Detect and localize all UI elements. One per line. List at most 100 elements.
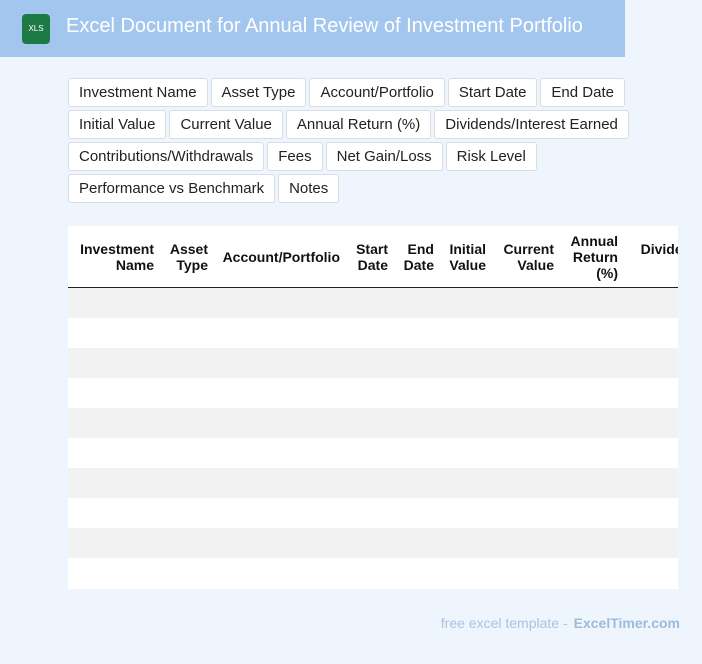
table-cell [440, 468, 492, 498]
table-cell [394, 378, 440, 408]
table-cell [394, 438, 440, 468]
table-cell [346, 468, 394, 498]
table-cell [68, 378, 160, 408]
field-tag: End Date [540, 78, 625, 107]
table-cell [440, 408, 492, 438]
header-row: Investment Name Asset Type Account/Portfol… [68, 226, 678, 288]
table-cell [394, 468, 440, 498]
table-cell [346, 438, 394, 468]
table-cell [68, 348, 160, 378]
table-cell [492, 408, 560, 438]
file-icon: XLS [22, 14, 50, 44]
table-row [68, 498, 678, 528]
table-row [68, 287, 678, 318]
field-tag: Notes [278, 174, 340, 203]
table-cell [560, 468, 624, 498]
table-cell [346, 408, 394, 438]
table-cell [346, 348, 394, 378]
table-cell [624, 438, 678, 468]
table-cell [492, 378, 560, 408]
table-cell [624, 468, 678, 498]
table-cell [560, 438, 624, 468]
table-cell [440, 528, 492, 558]
table-row [68, 438, 678, 468]
table-cell [560, 287, 624, 318]
table-cell [560, 318, 624, 348]
table-cell [214, 438, 346, 468]
table-cell [492, 287, 560, 318]
column-header: Dividends/Interest Earned [624, 226, 678, 288]
table-cell [394, 318, 440, 348]
table-cell [624, 528, 678, 558]
column-header: End Date [394, 226, 440, 288]
table-cell [560, 528, 624, 558]
table-cell [560, 558, 624, 588]
field-list: Investment Name Asset Type Account/Portfol… [68, 78, 638, 203]
table-cell [346, 318, 394, 348]
table-body [68, 287, 678, 589]
table-cell [214, 287, 346, 318]
table-cell [440, 498, 492, 528]
column-header: Current Value [492, 226, 560, 288]
table-cell [346, 558, 394, 588]
table-cell [492, 558, 560, 588]
field-tag: Performance vs Benchmark [68, 174, 276, 203]
table-cell [214, 408, 346, 438]
table-cell [160, 378, 214, 408]
table-row [68, 348, 678, 378]
column-header: Asset Type [160, 226, 214, 288]
field-tag: Risk Level [445, 142, 537, 171]
table-cell [560, 348, 624, 378]
table-row [68, 408, 678, 438]
table-cell [440, 438, 492, 468]
field-tag: Annual Return (%) [285, 110, 432, 139]
table-cell [160, 468, 214, 498]
header: XLS Excel Document for Annual Review of … [0, 0, 625, 57]
table-cell [68, 287, 160, 318]
table-cell [624, 498, 678, 528]
footer: free excel template - ExcelTimer.com [441, 615, 680, 631]
table-cell [624, 287, 678, 318]
table-cell [492, 348, 560, 378]
table-cell [214, 558, 346, 588]
table-row [68, 558, 678, 588]
footer-link[interactable]: ExcelTimer.com [573, 615, 680, 631]
table-cell [624, 378, 678, 408]
table-cell [624, 558, 678, 588]
table-cell [160, 348, 214, 378]
table-cell [214, 528, 346, 558]
table-row [68, 378, 678, 408]
table-cell [346, 498, 394, 528]
table-cell [68, 528, 160, 558]
field-tag: Account/Portfolio [309, 78, 445, 107]
table-container: Investment Name Asset Type Account/Portfol… [68, 226, 678, 589]
table-cell [214, 468, 346, 498]
table-cell [346, 378, 394, 408]
table-cell [68, 468, 160, 498]
table-row [68, 528, 678, 558]
table-cell [160, 498, 214, 528]
field-tag: Start Date [447, 78, 538, 107]
table-cell [624, 318, 678, 348]
table-cell [160, 558, 214, 588]
table-cell [68, 408, 160, 438]
field-tag: Investment Name [68, 78, 208, 107]
table-cell [394, 498, 440, 528]
field-tag: Net Gain/Loss [325, 142, 443, 171]
table-cell [394, 528, 440, 558]
table-cell [624, 348, 678, 378]
table-cell [440, 318, 492, 348]
table-cell [492, 468, 560, 498]
table-row [68, 468, 678, 498]
table-cell [560, 498, 624, 528]
table-cell [394, 348, 440, 378]
table-cell [440, 348, 492, 378]
table-cell [160, 438, 214, 468]
table-cell [440, 287, 492, 318]
table-cell [394, 558, 440, 588]
table-cell [346, 528, 394, 558]
table-cell [68, 498, 160, 528]
table: Investment Name Asset Type Account/Portfol… [68, 226, 678, 588]
table-cell [68, 438, 160, 468]
